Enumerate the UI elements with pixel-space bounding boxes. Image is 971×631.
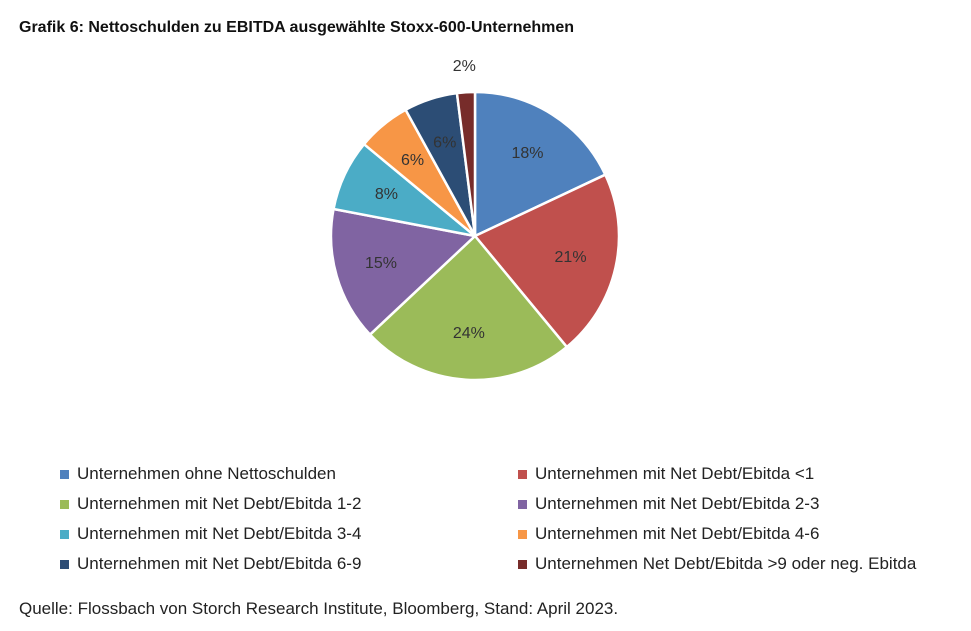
legend-item-7: Unternehmen mit Net Debt/Ebitda 6-9 <box>60 549 518 579</box>
legend-swatch <box>60 499 69 509</box>
pie-slice-8 <box>455 90 477 238</box>
legend-label: Unternehmen ohne Nettoschulden <box>77 464 336 483</box>
legend-item-2: Unternehmen mit Net Debt/Ebitda <1 <box>518 459 965 489</box>
legend-label: Unternehmen mit Net Debt/Ebitda <1 <box>535 464 815 483</box>
legend-swatch <box>60 559 69 569</box>
legend-item-8: Unternehmen Net Debt/Ebitda >9 oder neg.… <box>518 549 965 579</box>
pie-chart: 18%21%24%15%8%6%6%2% <box>329 58 621 382</box>
legend-label: Unternehmen mit Net Debt/Ebitda 1-2 <box>77 494 362 513</box>
source-note: Quelle: Flossbach von Storch Research In… <box>19 599 619 618</box>
pie-slice-4 <box>329 207 477 336</box>
pie-slice-3 <box>368 234 569 382</box>
legend-item-1: Unternehmen ohne Nettoschulden <box>60 459 518 489</box>
slice-data-label-7: 6% <box>433 134 456 151</box>
pie-slice-1 <box>473 90 607 238</box>
legend-label: Unternehmen mit Net Debt/Ebitda 2-3 <box>535 494 820 513</box>
legend-item-3: Unternehmen mit Net Debt/Ebitda 1-2 <box>60 489 518 519</box>
legend-item-5: Unternehmen mit Net Debt/Ebitda 3-4 <box>60 519 518 549</box>
legend-label: Unternehmen mit Net Debt/Ebitda 3-4 <box>77 524 362 543</box>
legend-swatch <box>60 469 69 479</box>
legend-swatch <box>518 499 527 509</box>
legend-item-4: Unternehmen mit Net Debt/Ebitda 2-3 <box>518 489 965 519</box>
legend-swatch <box>60 529 69 539</box>
legend-swatch <box>518 559 527 569</box>
slice-data-label-2: 21% <box>555 249 587 266</box>
legend: Unternehmen ohne Nettoschulden Unternehme… <box>60 459 965 579</box>
legend-label: Unternehmen Net Debt/Ebitda >9 oder neg.… <box>535 554 917 573</box>
pie-slice-2 <box>473 173 621 349</box>
slice-data-label-1: 18% <box>511 145 543 162</box>
chart-title: Grafik 6: Nettoschulden zu EBITDA ausgew… <box>19 19 575 36</box>
slice-data-label-5: 8% <box>375 186 398 203</box>
slice-data-label-8: 2% <box>453 58 476 75</box>
legend-label: Unternehmen mit Net Debt/Ebitda 4-6 <box>535 524 820 543</box>
legend-swatch <box>518 529 527 539</box>
legend-swatch <box>518 469 527 479</box>
slice-data-label-4: 15% <box>365 255 397 272</box>
legend-item-6: Unternehmen mit Net Debt/Ebitda 4-6 <box>518 519 965 549</box>
slice-data-label-3: 24% <box>453 325 485 342</box>
legend-label: Unternehmen mit Net Debt/Ebitda 6-9 <box>77 554 362 573</box>
slice-data-label-6: 6% <box>401 152 424 169</box>
